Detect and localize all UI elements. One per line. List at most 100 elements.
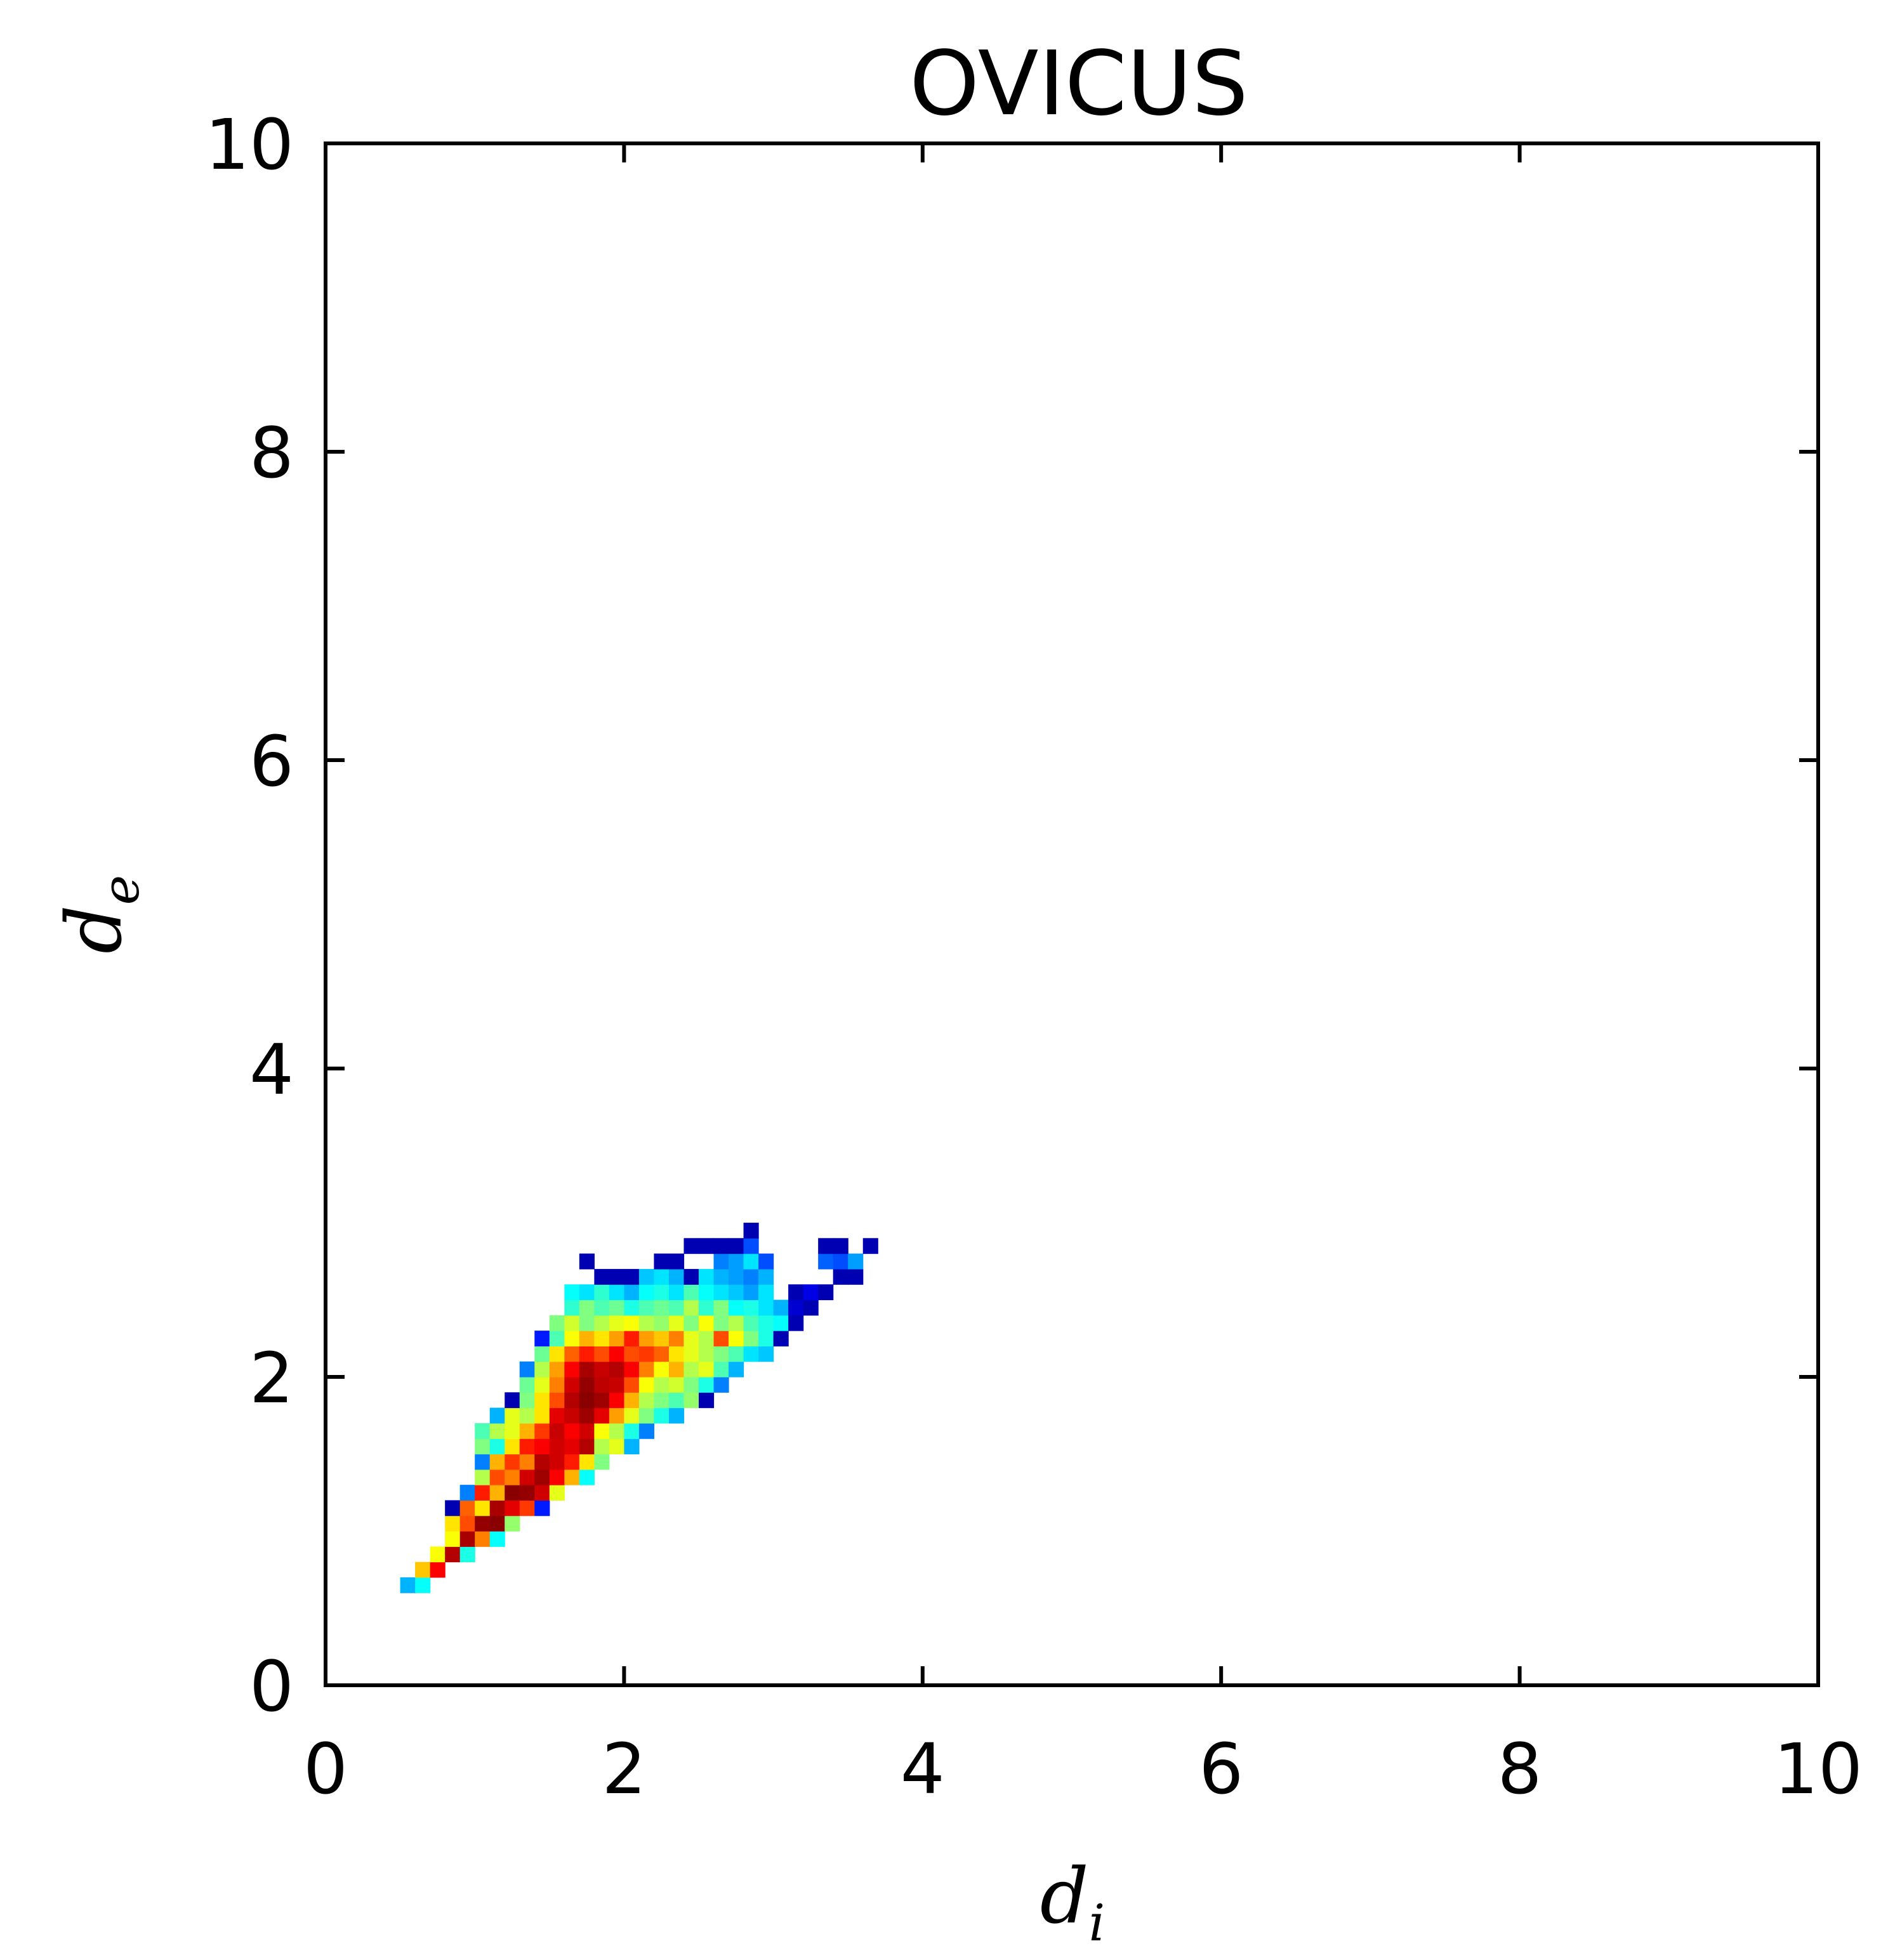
heatmap-cell (549, 1331, 565, 1346)
heatmap-cell (729, 1268, 744, 1285)
heatmap-cell (743, 1268, 759, 1285)
heatmap-cell (654, 1407, 670, 1424)
heatmap-cell (594, 1284, 610, 1301)
heatmap-cell (758, 1331, 774, 1346)
heatmap-cell (803, 1284, 819, 1301)
heatmap-cell (699, 1268, 715, 1285)
heatmap-cell (638, 1407, 655, 1424)
heatmap-cell (475, 1485, 491, 1501)
heatmap-cell (549, 1469, 565, 1485)
heatmap-cell (579, 1253, 595, 1270)
heatmap-cell (683, 1284, 699, 1301)
heatmap-cell (638, 1331, 655, 1346)
heatmap-cell (729, 1315, 744, 1331)
heatmap-cell (505, 1485, 520, 1501)
heatmap-cell (489, 1531, 505, 1547)
heatmap-cell (475, 1454, 491, 1470)
heatmap-cell (818, 1284, 834, 1301)
heatmap-cell (699, 1331, 715, 1346)
heatmap-cell (699, 1315, 715, 1331)
heatmap-cell (833, 1253, 848, 1270)
heatmap-cell (668, 1407, 685, 1424)
heatmap-cell (624, 1377, 640, 1393)
heatmap-cell (638, 1299, 655, 1316)
heatmap-cell (534, 1377, 550, 1393)
heatmap-cell (638, 1423, 655, 1439)
x-tick-label: 0 (303, 1728, 348, 1810)
heatmap-cell (489, 1423, 505, 1439)
heatmap-cell (683, 1331, 699, 1346)
heatmap-cell (400, 1577, 416, 1593)
heatmap-cell (549, 1377, 565, 1393)
heatmap-cell (445, 1531, 461, 1547)
heatmap-cell (505, 1407, 520, 1424)
heatmap-cell (713, 1268, 729, 1285)
heatmap-cell (534, 1423, 550, 1439)
heatmap-cell (459, 1515, 475, 1532)
heatmap-cell (445, 1500, 461, 1516)
heatmap-cell (624, 1407, 640, 1424)
heatmap-cell (668, 1253, 685, 1270)
heatmap-cell (668, 1377, 685, 1393)
heatmap-cell (668, 1299, 685, 1316)
heatmap-cell (833, 1238, 848, 1254)
heatmap-cell (579, 1392, 595, 1409)
heatmap-cell (505, 1392, 520, 1409)
heatmap-cell (534, 1407, 550, 1424)
heatmap-cell (654, 1284, 670, 1301)
heatmap-cell (549, 1454, 565, 1470)
heatmap-cell (609, 1377, 624, 1393)
heatmap-cell (788, 1284, 804, 1301)
heatmap-cell (564, 1469, 580, 1485)
heatmap-cell (549, 1361, 565, 1378)
heatmap-cell (459, 1500, 475, 1516)
heatmap-cell (594, 1331, 610, 1346)
heatmap-cell (579, 1423, 595, 1439)
heatmap-cell (579, 1299, 595, 1316)
heatmap-cell (699, 1361, 715, 1378)
heatmap-cell (609, 1299, 624, 1316)
heatmap-cell (683, 1315, 699, 1331)
heatmap-cell (579, 1377, 595, 1393)
heatmap-cell (743, 1331, 759, 1346)
heatmap-cell (415, 1562, 431, 1578)
heatmap-cell (743, 1346, 759, 1362)
heatmap-cell (519, 1423, 535, 1439)
heatmap-cell (534, 1454, 550, 1470)
heatmap-cell (609, 1438, 624, 1455)
heatmap-cell (475, 1515, 491, 1532)
heatmap-cell (624, 1299, 640, 1316)
heatmap-cell (594, 1268, 610, 1285)
x-tick-label: 8 (1498, 1728, 1542, 1810)
heatmap-cell (729, 1253, 744, 1270)
heatmap-cell (579, 1361, 595, 1378)
heatmap-cell (713, 1284, 729, 1301)
heatmap-cell (579, 1407, 595, 1424)
heatmap-cell (713, 1331, 729, 1346)
heatmap-cell (430, 1546, 446, 1563)
heatmap-cell (713, 1346, 729, 1362)
heatmap-cell (609, 1315, 624, 1331)
y-axis-label: de (51, 875, 150, 954)
heatmap-cell (624, 1361, 640, 1378)
heatmap-cell (549, 1423, 565, 1439)
heatmap-cell (489, 1407, 505, 1424)
heatmap-cell (803, 1299, 819, 1316)
heatmap-cell (579, 1469, 595, 1485)
heatmap-cell (668, 1315, 685, 1331)
heatmap-cell (699, 1392, 715, 1409)
heatmap-cell (683, 1346, 699, 1362)
heatmap-cell (489, 1454, 505, 1470)
heatmap-cell (489, 1515, 505, 1532)
heatmap-cell (505, 1500, 520, 1516)
heatmap-cell (564, 1454, 580, 1470)
heatmap-cell (549, 1392, 565, 1409)
heatmap-cell (475, 1531, 491, 1547)
heatmap-cell (818, 1238, 834, 1254)
x-tick-label: 4 (901, 1728, 945, 1810)
heatmap-cell (699, 1346, 715, 1362)
heatmap-cell (609, 1423, 624, 1439)
heatmap-cell (638, 1392, 655, 1409)
x-tick-labels: 0 2 4 6 8 10 (303, 1728, 1863, 1810)
